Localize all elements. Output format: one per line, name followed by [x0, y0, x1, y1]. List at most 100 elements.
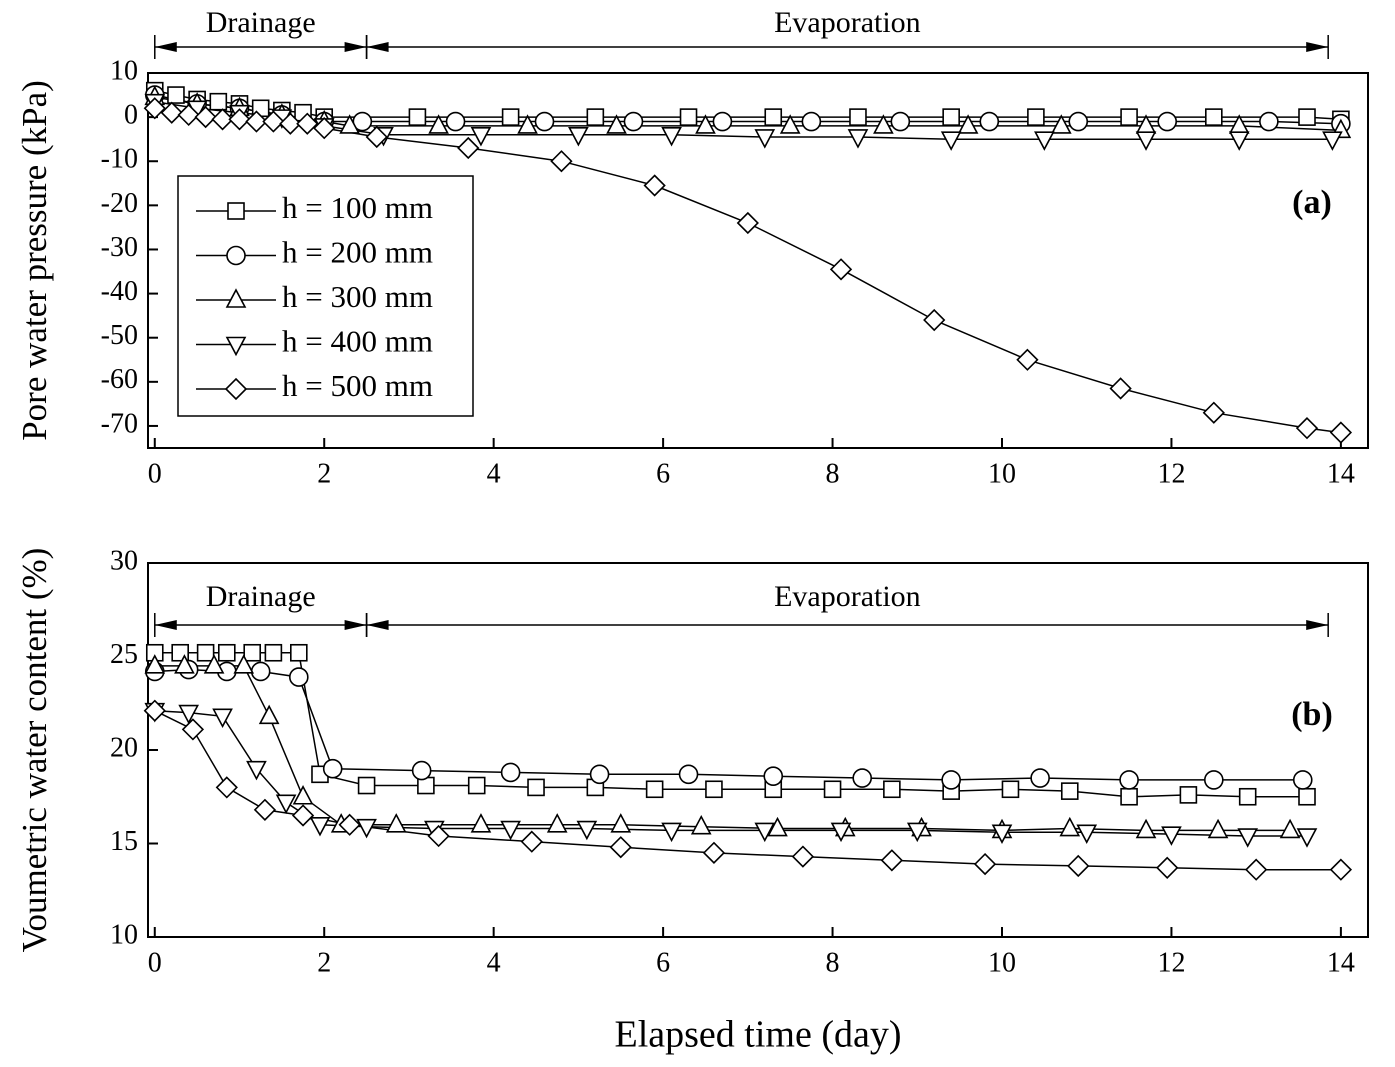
marker — [942, 108, 960, 126]
marker — [1298, 787, 1316, 806]
marker — [290, 643, 308, 662]
marker — [589, 764, 610, 785]
marker — [690, 814, 712, 835]
marker — [1205, 108, 1223, 126]
legend-label: h = 400 mm — [282, 324, 433, 359]
marker — [470, 126, 492, 147]
marker — [313, 117, 336, 140]
x-tick-label: 10 — [988, 947, 1016, 978]
marker — [754, 129, 776, 149]
marker — [1245, 858, 1268, 881]
x-axis-label: Elapsed time (day) — [614, 1014, 901, 1056]
arrow-head — [1306, 620, 1329, 630]
y-tick-label: 25 — [110, 639, 138, 670]
marker — [791, 845, 815, 868]
marker — [500, 820, 521, 841]
marker — [167, 86, 185, 104]
marker — [411, 760, 432, 781]
marker — [1135, 114, 1157, 134]
marker — [847, 129, 869, 149]
x-tick-label: 6 — [656, 947, 670, 978]
marker — [1202, 401, 1225, 424]
marker — [338, 813, 361, 836]
marker — [702, 841, 726, 864]
y-tick-label: -50 — [101, 320, 138, 351]
marker — [428, 114, 449, 134]
marker — [823, 780, 842, 799]
marker — [209, 92, 228, 111]
marker — [177, 103, 200, 127]
marker — [517, 114, 538, 134]
marker — [457, 136, 480, 160]
marker — [225, 288, 247, 308]
marker — [623, 111, 644, 132]
marker — [233, 654, 255, 674]
y-tick-label: -60 — [101, 364, 138, 395]
marker — [225, 336, 247, 357]
marker — [1204, 770, 1224, 790]
marker — [160, 101, 183, 124]
marker — [890, 111, 911, 132]
marker — [1329, 858, 1353, 881]
marker — [258, 704, 280, 725]
legend-label: h = 300 mm — [282, 279, 433, 314]
marker — [174, 654, 195, 674]
marker — [1135, 131, 1157, 151]
marker — [203, 654, 225, 674]
marker — [217, 643, 236, 662]
y-axis-label: Voumetric water content (%) — [15, 548, 54, 953]
marker — [243, 643, 262, 662]
marker — [500, 762, 521, 783]
arrow-head — [154, 620, 177, 630]
marker — [1050, 114, 1072, 134]
marker — [678, 764, 699, 785]
marker — [292, 785, 314, 805]
marker — [991, 824, 1013, 844]
marker — [262, 110, 285, 133]
marker — [534, 111, 555, 132]
x-tick-label: 14 — [1327, 458, 1355, 489]
marker — [568, 126, 589, 147]
marker — [1296, 828, 1318, 848]
arrow-head — [366, 620, 389, 630]
marker — [1059, 816, 1081, 837]
panel-label: (b) — [1291, 696, 1333, 733]
marker — [1120, 108, 1138, 126]
marker — [973, 852, 997, 876]
marker — [1329, 421, 1353, 444]
marker — [250, 661, 271, 682]
marker — [736, 211, 759, 235]
marker — [224, 377, 248, 401]
marker — [1259, 111, 1279, 132]
marker — [408, 108, 427, 126]
marker — [609, 836, 632, 859]
marker — [550, 150, 573, 173]
marker — [852, 768, 873, 788]
marker — [606, 114, 627, 134]
marker — [467, 776, 486, 795]
marker — [957, 114, 979, 134]
marker — [246, 760, 267, 781]
phase-label: Drainage — [206, 580, 316, 613]
marker — [712, 111, 733, 132]
marker — [178, 704, 199, 725]
marker — [764, 108, 783, 126]
phase-label: Evaporation — [774, 580, 921, 613]
legend-label: h = 500 mm — [282, 368, 433, 403]
marker — [365, 125, 388, 149]
phase-arrow — [154, 613, 368, 637]
marker — [1295, 417, 1319, 440]
marker — [923, 308, 946, 332]
marker — [586, 108, 605, 126]
plot-frame — [147, 562, 1369, 938]
marker — [445, 111, 466, 132]
marker — [470, 813, 492, 833]
marker — [1119, 770, 1139, 790]
marker — [610, 813, 632, 833]
legend-label: h = 200 mm — [282, 235, 433, 270]
phase-arrow — [365, 613, 1329, 637]
marker — [1207, 818, 1229, 839]
marker — [767, 816, 788, 837]
y-tick-label: -30 — [101, 232, 138, 263]
